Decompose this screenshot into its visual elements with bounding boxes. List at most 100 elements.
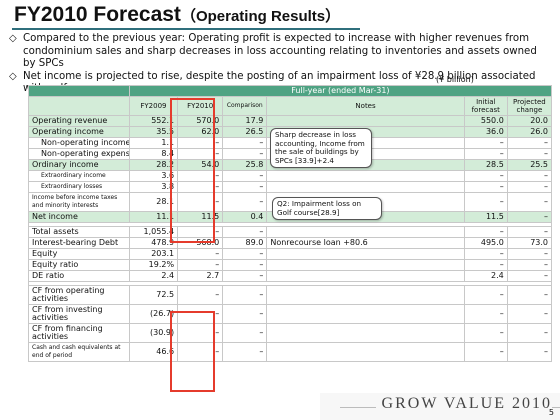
cell-initial: – xyxy=(463,259,508,271)
cell-fy2010: 62.0 xyxy=(177,126,224,138)
cell-fy2009: (30.9) xyxy=(128,323,179,343)
cell-comparison: – xyxy=(222,137,268,149)
col-notes: Notes xyxy=(266,96,465,116)
cell-initial: – xyxy=(463,192,508,212)
cell-projected: – xyxy=(506,226,553,238)
header-blank-cell xyxy=(28,85,130,97)
cell-fy2010: 570.0 xyxy=(177,115,224,127)
page-title-sub: （Operating Results） xyxy=(180,8,341,25)
cell-notes xyxy=(266,115,465,127)
table-row: Operating revenue 552.1 570.0 17.9 550.0… xyxy=(28,115,553,127)
col-initial: Initial forecast xyxy=(463,96,508,116)
cell-fy2010: – xyxy=(177,323,224,343)
table-row: CF from investing activities (26.7) – – … xyxy=(28,304,553,324)
callout-sharp-decrease: Sharp decrease in loss accounting, Incom… xyxy=(270,128,372,169)
cell-fy2010: – xyxy=(177,304,224,324)
cell-notes xyxy=(266,285,465,305)
cell-fy2010: 568.0 xyxy=(177,237,224,249)
cell-initial: – xyxy=(463,342,508,362)
row-label: Net income xyxy=(28,211,130,223)
cell-notes xyxy=(266,259,465,271)
col-fy2009: FY2009 xyxy=(128,96,179,116)
forecast-table: Full-year (ended Mar-31) FY2009 FY2010 C… xyxy=(28,85,553,362)
cell-fy2009: 11.1 xyxy=(128,211,179,223)
cell-projected: – xyxy=(506,148,553,160)
cell-notes xyxy=(266,270,465,282)
cell-projected: – xyxy=(506,170,553,182)
cell-fy2009: 552.1 xyxy=(128,115,179,127)
cell-projected: 73.0 xyxy=(506,237,553,249)
table-column-header-row: FY2009 FY2010 Comparison Notes Initial f… xyxy=(28,96,553,116)
bullet-item: ◇ Compared to the previous year: Operati… xyxy=(8,33,548,71)
row-label: Extraordinary income xyxy=(28,170,130,182)
cell-fy2009: 28.2 xyxy=(128,159,179,171)
cell-fy2010: – xyxy=(177,192,224,212)
cell-comparison: 89.0 xyxy=(222,237,268,249)
cell-notes xyxy=(266,304,465,324)
cell-fy2009: 72.5 xyxy=(128,285,179,305)
table-row: CF from operating activities 72.5 – – – … xyxy=(28,285,553,305)
cell-fy2010: 54.0 xyxy=(177,159,224,171)
cell-comparison: – xyxy=(222,226,268,238)
row-label: Income before income taxes and minority … xyxy=(28,192,130,212)
cell-fy2009: 3.8 xyxy=(128,181,179,193)
row-label: Equity ratio xyxy=(28,259,130,271)
cell-comparison: 26.5 xyxy=(222,126,268,138)
table-row: Total assets 1,055.4 – – – – xyxy=(28,226,553,238)
cell-notes: Nonrecourse loan +80.6 xyxy=(266,237,465,249)
diamond-bullet-icon: ◇ xyxy=(9,33,17,44)
cell-comparison: – xyxy=(222,148,268,160)
row-label: Operating income xyxy=(28,126,130,138)
cell-notes xyxy=(266,342,465,362)
diamond-bullet-icon: ◇ xyxy=(9,70,17,82)
row-label: Non-operating income xyxy=(28,137,130,149)
cell-initial: – xyxy=(463,285,508,305)
unit-label: (¥ billion) xyxy=(436,75,474,84)
cell-comparison: – xyxy=(222,285,268,305)
cell-initial: 495.0 xyxy=(463,237,508,249)
cell-initial: – xyxy=(463,137,508,149)
cell-notes xyxy=(266,170,465,182)
cell-comparison: – xyxy=(222,248,268,260)
cell-initial: 550.0 xyxy=(463,115,508,127)
row-label: DE ratio xyxy=(28,270,130,282)
cell-notes xyxy=(266,181,465,193)
callout-impairment-loss: Q2: Impairment loss on Golf course[28.9] xyxy=(272,197,382,221)
cell-fy2010: – xyxy=(177,181,224,193)
cell-fy2009: 3.6 xyxy=(128,170,179,182)
cell-projected: – xyxy=(506,211,553,223)
cell-fy2009: 35.5 xyxy=(128,126,179,138)
table-row: DE ratio 2.4 2.7 – 2.4 – xyxy=(28,270,553,282)
row-label: CF from financing activities xyxy=(28,323,130,343)
cell-initial: 2.4 xyxy=(463,270,508,282)
table-group-header-row: Full-year (ended Mar-31) xyxy=(28,85,553,97)
title-underline xyxy=(12,28,360,30)
cell-initial: – xyxy=(463,170,508,182)
cell-notes xyxy=(266,323,465,343)
cell-projected: – xyxy=(506,285,553,305)
cell-projected: – xyxy=(506,248,553,260)
row-label: Total assets xyxy=(28,226,130,238)
cell-initial: – xyxy=(463,148,508,160)
cell-notes xyxy=(266,226,465,238)
cell-projected: – xyxy=(506,342,553,362)
cell-comparison: – xyxy=(222,323,268,343)
cell-fy2010: – xyxy=(177,259,224,271)
col-comparison: Comparison xyxy=(222,96,268,116)
cell-fy2010: 2.7 xyxy=(177,270,224,282)
cell-fy2009: (26.7) xyxy=(128,304,179,324)
table-row: CF from financing activities (30.9) – – … xyxy=(28,323,553,343)
cell-fy2010: – xyxy=(177,342,224,362)
cell-comparison: 0.4 xyxy=(222,211,268,223)
table-row: Operating income 35.5 62.0 26.5 36.0 26.… xyxy=(28,126,553,138)
cell-projected: – xyxy=(506,323,553,343)
cell-initial: – xyxy=(463,304,508,324)
cell-comparison: – xyxy=(222,192,268,212)
cell-comparison: – xyxy=(222,270,268,282)
table-row: Equity ratio 19.2% – – – – xyxy=(28,259,553,271)
cell-projected: 25.5 xyxy=(506,159,553,171)
cell-fy2009: 478.9 xyxy=(128,237,179,249)
page-title-main: FY2010 Forecast xyxy=(14,3,181,26)
cell-comparison: – xyxy=(222,170,268,182)
cell-projected: – xyxy=(506,304,553,324)
